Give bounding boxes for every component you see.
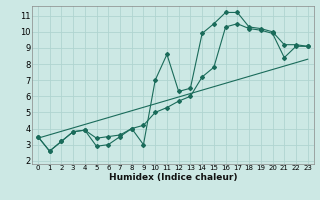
X-axis label: Humidex (Indice chaleur): Humidex (Indice chaleur) (108, 173, 237, 182)
